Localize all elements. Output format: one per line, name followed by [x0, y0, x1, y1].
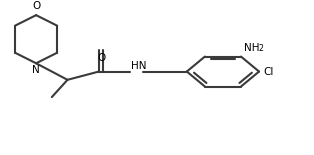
Text: O: O: [97, 53, 105, 64]
Text: O: O: [32, 1, 40, 11]
Text: N: N: [32, 65, 40, 75]
Text: HN: HN: [131, 61, 146, 71]
Text: Cl: Cl: [264, 66, 274, 77]
Text: NH: NH: [244, 43, 260, 53]
Text: 2: 2: [258, 44, 263, 53]
